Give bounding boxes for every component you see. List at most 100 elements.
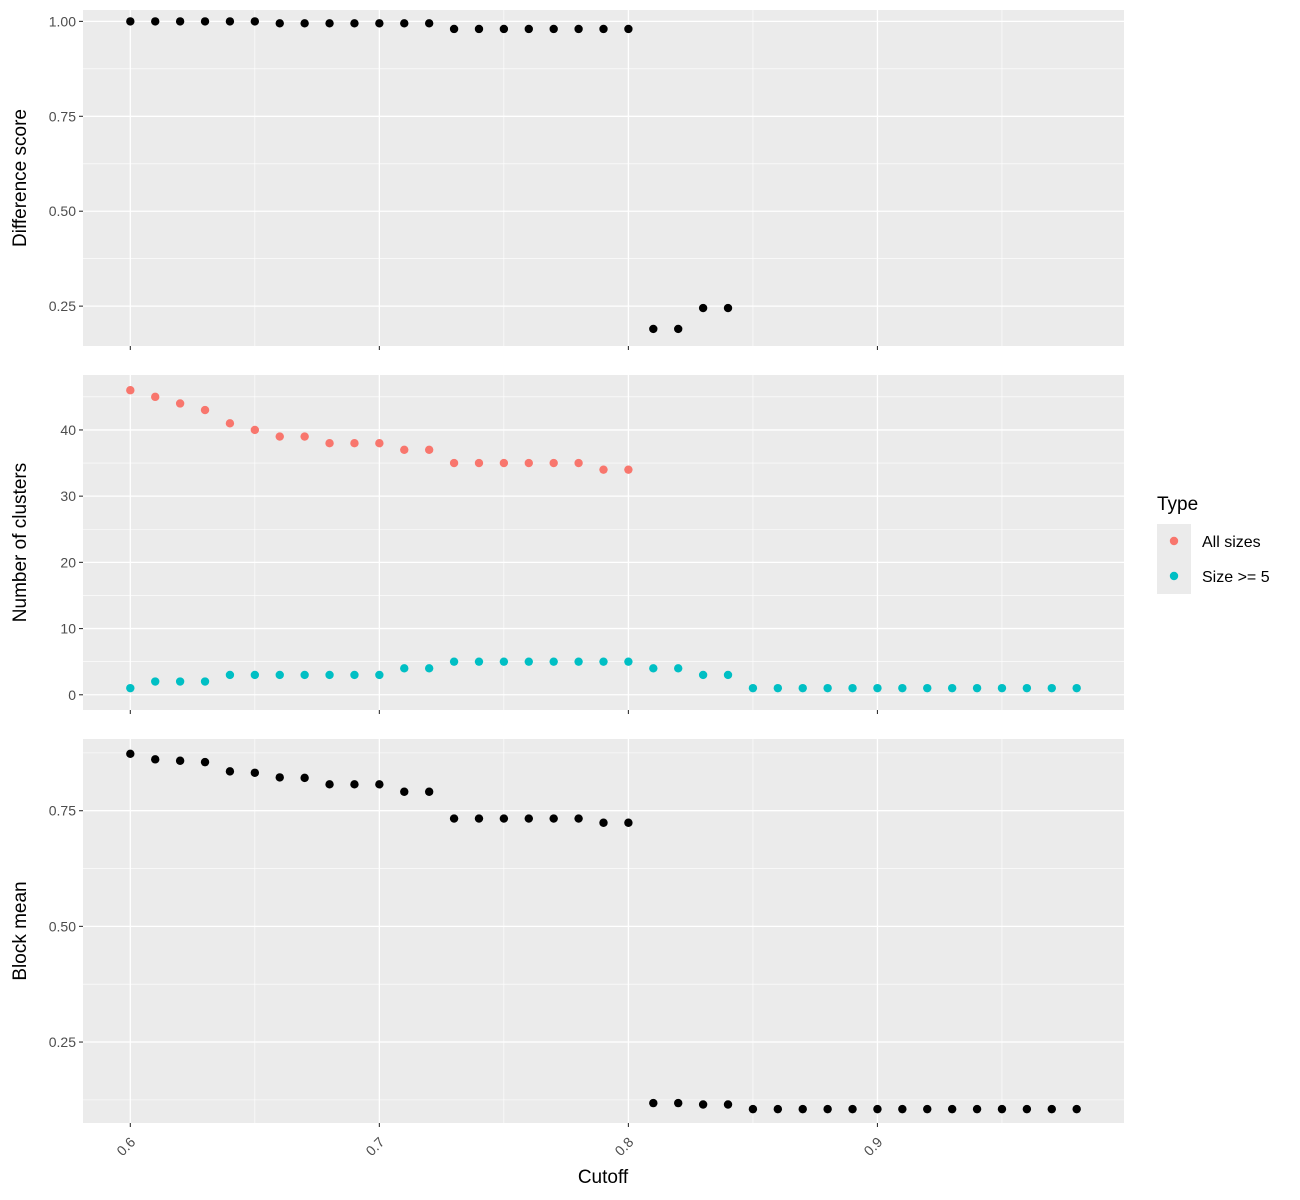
series-points (126, 749, 1081, 1114)
data-point (126, 17, 135, 26)
data-point (898, 683, 907, 693)
data-point (275, 670, 284, 680)
y-tick-label: 0.75 (49, 108, 76, 124)
data-point (474, 24, 484, 34)
data-point (300, 19, 309, 28)
panel-background (83, 739, 1124, 1123)
data-point (275, 432, 284, 441)
data-point (1072, 1104, 1081, 1114)
data-point (375, 438, 384, 448)
x-tick-label: 0.8 (611, 1134, 636, 1159)
data-point (250, 17, 260, 26)
y-tick-label: 20 (60, 554, 76, 570)
y-axis-title: Block mean (10, 881, 31, 980)
data-point (474, 458, 484, 468)
data-point (1047, 683, 1056, 693)
data-point (275, 773, 284, 782)
data-point (300, 670, 309, 680)
data-point (350, 438, 359, 448)
data-point (748, 683, 758, 693)
data-point (499, 657, 509, 666)
data-point (873, 683, 882, 693)
data-point (1022, 1104, 1032, 1114)
y-tick-label: 0.50 (49, 918, 76, 934)
data-point (923, 683, 932, 693)
data-point (250, 670, 260, 680)
data-point (151, 17, 160, 26)
y-tick-label: 0.50 (49, 203, 76, 219)
data-point (947, 683, 957, 693)
data-point (250, 768, 260, 777)
data-point (972, 683, 982, 693)
legend-marker-all-sizes (1169, 536, 1179, 546)
data-point (674, 324, 683, 334)
data-point (698, 303, 708, 313)
data-point (674, 664, 683, 673)
data-point (300, 432, 309, 441)
data-point (848, 1104, 857, 1114)
data-point (773, 1104, 783, 1114)
data-point (126, 386, 135, 395)
data-point (325, 670, 334, 680)
data-point (624, 818, 633, 827)
data-point (449, 657, 459, 666)
data-point (424, 445, 434, 455)
data-point (424, 19, 434, 28)
data-point (549, 24, 558, 34)
data-point (798, 1104, 807, 1114)
data-point (499, 458, 509, 468)
data-point (574, 657, 583, 666)
data-point (972, 1104, 982, 1114)
data-point (400, 19, 409, 28)
data-point (997, 683, 1007, 693)
panels-layer: 0.25 0.50 0.75 1.00 Difference score 0 10 20 30 4… (10, 10, 1124, 1159)
data-point (898, 1104, 907, 1114)
data-point (424, 787, 434, 796)
data-point (175, 17, 185, 26)
panel-background (83, 10, 1124, 346)
y-tick-label: 10 (60, 621, 76, 637)
y-tick-label: 30 (60, 488, 76, 504)
y-tick-label: 0 (68, 687, 76, 703)
data-point (723, 303, 733, 313)
data-point (723, 670, 733, 680)
data-point (1072, 683, 1081, 693)
data-point (151, 755, 160, 764)
data-point (674, 1098, 683, 1108)
data-point (997, 1104, 1007, 1114)
data-point (574, 814, 583, 823)
x-axis-title: Cutoff (578, 1167, 629, 1188)
data-point (350, 19, 359, 28)
data-point (449, 24, 459, 34)
data-point (325, 780, 334, 789)
data-point (873, 1104, 882, 1114)
data-point (400, 664, 409, 673)
data-point (225, 670, 235, 680)
data-point (375, 19, 384, 28)
data-point (200, 405, 210, 415)
panel-3: 0.25 0.50 0.75 Block mean (10, 739, 1124, 1127)
data-point (175, 399, 185, 408)
data-point (524, 458, 533, 468)
y-tick-label: 40 (60, 422, 76, 438)
data-point (599, 465, 608, 474)
legend-label-size-ge-5: Size >= 5 (1202, 569, 1270, 586)
data-point (449, 458, 459, 468)
data-point (923, 1104, 932, 1114)
data-point (848, 683, 857, 693)
data-point (424, 664, 434, 673)
data-point (225, 419, 235, 428)
data-point (325, 19, 334, 28)
data-point (549, 814, 558, 823)
data-point (499, 814, 509, 823)
y-tick-label: 0.25 (49, 1034, 76, 1050)
data-point (200, 677, 210, 686)
data-point (723, 1100, 733, 1109)
data-point (524, 814, 533, 823)
data-point (400, 445, 409, 455)
data-point (649, 664, 658, 673)
data-point (126, 683, 135, 693)
data-point (126, 749, 135, 759)
series-points (126, 17, 733, 334)
